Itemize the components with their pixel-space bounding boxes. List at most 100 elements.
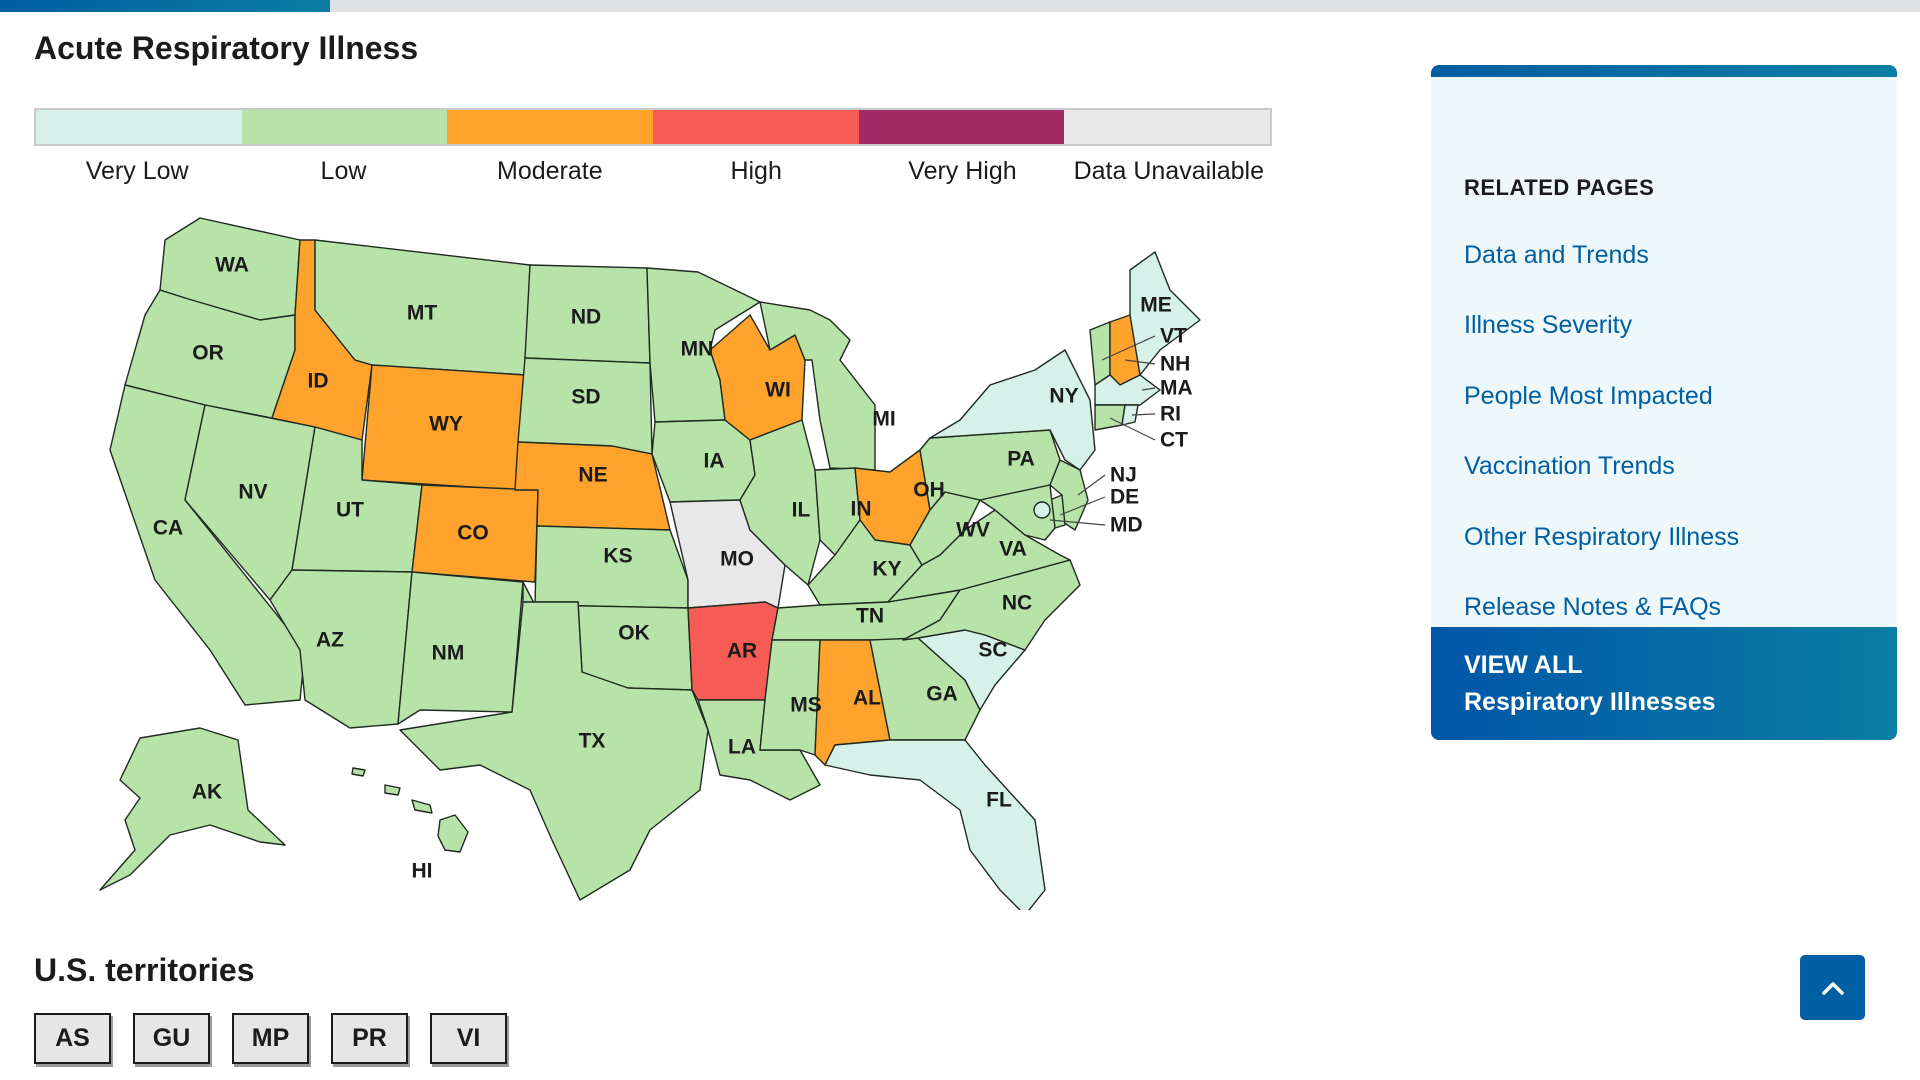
- legend-swatch-high: [653, 110, 859, 144]
- related-link-other-respiratory-illness[interactable]: Other Respiratory Illness: [1464, 522, 1740, 551]
- state-nc[interactable]: [902, 559, 1081, 651]
- state-label-hi: HI: [412, 860, 433, 883]
- related-link-illness-severity[interactable]: Illness Severity: [1464, 311, 1633, 340]
- related-pages-card: RELATED PAGES Data and Trends Illness Se…: [1431, 65, 1897, 740]
- view-all-respiratory-illnesses-button[interactable]: VIEW ALL Respiratory Illnesses: [1431, 627, 1897, 740]
- state-label-ky: KY: [872, 558, 901, 581]
- state-label-tn: TN: [856, 605, 884, 628]
- chevron-up-icon: [1821, 981, 1844, 995]
- state-label-tx: TX: [579, 730, 606, 753]
- territories-title: U.S. territories: [34, 952, 255, 988]
- state-ak[interactable]: [99, 727, 286, 891]
- state-vt[interactable]: [1089, 321, 1111, 386]
- state-hi[interactable]: [437, 814, 469, 853]
- state-il[interactable]: [739, 419, 821, 586]
- state-label-la: LA: [728, 736, 756, 759]
- state-label-wa: WA: [215, 254, 249, 277]
- state-label-mi: MI: [872, 408, 895, 431]
- state-hi-islands[interactable]: [351, 767, 433, 814]
- related-list-item: Illness Severity: [1464, 311, 1739, 381]
- state-label-ar: AR: [727, 640, 757, 663]
- related-card-accent-bar: [1431, 65, 1897, 77]
- territory-button-vi[interactable]: VI: [430, 1013, 507, 1064]
- state-label-vt: VT: [1160, 325, 1187, 348]
- state-ct[interactable]: [1094, 404, 1126, 431]
- view-all-label: VIEW ALL: [1464, 651, 1583, 679]
- state-label-nh: NH: [1160, 353, 1190, 376]
- state-dc[interactable]: [1033, 501, 1051, 519]
- callout-line-nh: [1124, 359, 1156, 365]
- legend-swatch-data-unavailable: [1064, 110, 1271, 144]
- callout-line-ri: [1131, 413, 1156, 416]
- state-label-co: CO: [457, 522, 489, 545]
- state-label-nj: NJ: [1110, 464, 1137, 487]
- state-label-wv: WV: [956, 519, 990, 542]
- legend-color-bar: [34, 108, 1272, 146]
- territory-button-as[interactable]: AS: [34, 1013, 111, 1064]
- state-label-ny: NY: [1049, 385, 1078, 408]
- territory-button-mp[interactable]: MP: [232, 1013, 309, 1064]
- state-label-ut: UT: [336, 499, 364, 522]
- state-label-fl: FL: [986, 789, 1012, 812]
- state-nj[interactable]: [1049, 459, 1089, 531]
- back-to-top-button[interactable]: [1800, 955, 1865, 1020]
- callout-line-vt: [1101, 335, 1156, 361]
- related-list-item: Data and Trends: [1464, 241, 1739, 311]
- state-label-az: AZ: [316, 629, 344, 652]
- state-label-nd: ND: [571, 306, 601, 329]
- callout-line-ct: [1109, 417, 1156, 441]
- state-label-ak: AK: [192, 781, 222, 804]
- legend-label-data-unavailable: Data Unavailable: [1073, 157, 1264, 185]
- territory-button-row: AS GU MP PR VI: [34, 1013, 507, 1064]
- legend-swatch-very-high: [858, 110, 1065, 144]
- legend-swatch-very-low: [36, 110, 242, 144]
- state-label-ne: NE: [578, 464, 607, 487]
- state-label-mo: MO: [720, 548, 754, 571]
- state-label-va: VA: [999, 538, 1027, 561]
- related-pages-list: Data and Trends Illness Severity People …: [1464, 241, 1739, 663]
- related-link-people-most-impacted[interactable]: People Most Impacted: [1464, 381, 1713, 410]
- state-label-wy: WY: [429, 413, 463, 436]
- territory-button-gu[interactable]: GU: [133, 1013, 210, 1064]
- state-label-ma: MA: [1160, 377, 1193, 400]
- legend-swatch-low: [241, 110, 448, 144]
- callout-line-md: [1049, 519, 1106, 526]
- state-label-mn: MN: [681, 338, 714, 361]
- related-link-data-and-trends[interactable]: Data and Trends: [1464, 241, 1649, 269]
- state-nm[interactable]: [397, 571, 524, 725]
- state-md[interactable]: [979, 484, 1056, 541]
- state-label-ct: CT: [1160, 429, 1188, 452]
- state-label-de: DE: [1110, 486, 1139, 509]
- state-label-nv: NV: [238, 481, 267, 504]
- state-label-oh: OH: [913, 479, 945, 502]
- legend-label-very-high: Very High: [908, 157, 1017, 185]
- section-title: Acute Respiratory Illness: [34, 30, 419, 66]
- state-label-me: ME: [1140, 294, 1172, 317]
- related-link-vaccination-trends[interactable]: Vaccination Trends: [1464, 452, 1675, 481]
- us-state-map: WA OR CA NV ID MT WY UT AZ CO NM ND SD N…: [60, 210, 1240, 910]
- state-label-in: IN: [851, 498, 872, 521]
- state-label-ia: IA: [704, 450, 725, 473]
- state-label-ms: MS: [790, 694, 822, 717]
- legend-label-high: High: [730, 157, 782, 185]
- related-link-release-notes-faqs[interactable]: Release Notes & FAQs: [1464, 592, 1722, 621]
- related-list-item: Vaccination Trends: [1464, 452, 1739, 522]
- legend-label-very-low: Very Low: [85, 157, 189, 185]
- state-label-mt: MT: [407, 302, 437, 325]
- page-progress-bar: [0, 0, 1920, 12]
- state-label-ok: OK: [618, 622, 650, 645]
- state-label-ga: GA: [926, 683, 958, 706]
- page-progress-fill: [0, 0, 330, 12]
- state-label-ca: CA: [153, 517, 183, 540]
- state-label-al: AL: [853, 687, 881, 710]
- state-label-ks: KS: [603, 545, 632, 568]
- state-label-sc: SC: [978, 639, 1007, 662]
- state-ny[interactable]: [929, 349, 1096, 471]
- territory-button-pr[interactable]: PR: [331, 1013, 408, 1064]
- state-label-nc: NC: [1002, 592, 1032, 615]
- state-tx[interactable]: [399, 601, 709, 901]
- state-wi[interactable]: [709, 314, 806, 441]
- callout-line-ma: [1141, 387, 1156, 391]
- state-fl[interactable]: [824, 739, 1046, 910]
- state-ri[interactable]: [1121, 404, 1139, 426]
